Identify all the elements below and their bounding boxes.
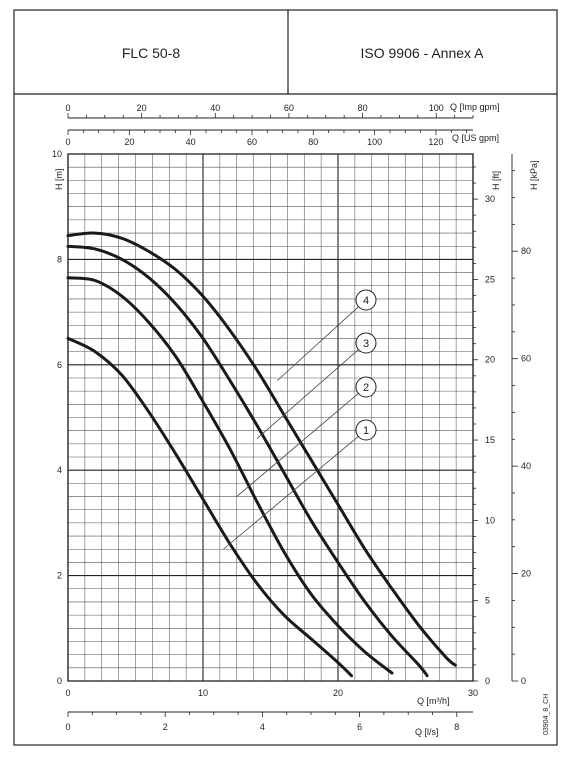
right-ft-tick-label: 20 (485, 355, 495, 365)
x-tick-label: 0 (65, 688, 70, 698)
right-ft-tick-label: 25 (485, 274, 495, 284)
annotation-circle-2 (355, 376, 377, 398)
header-model: FLC 50-8 (122, 45, 181, 61)
chart-series (66, 231, 457, 678)
bottom-ls-tick-label: 4 (260, 722, 265, 732)
bottom-ls-tick-label: 0 (65, 722, 70, 732)
right-ft-tick-label: 0 (485, 676, 490, 686)
y-tick-label: 10 (52, 149, 62, 159)
right-ft-tick-label: 15 (485, 435, 495, 445)
right-ft-label: H [ft] (491, 171, 501, 190)
sheet-border (13, 9, 558, 746)
right-kpa-label: H [kPa] (529, 160, 539, 190)
chart-grid (67, 153, 474, 682)
right-ft-tick-label: 30 (485, 194, 495, 204)
top-imp-gpm-tick-label: 60 (284, 103, 294, 113)
right-kpa-tick-label: 80 (521, 246, 531, 256)
series-curve-2 (66, 276, 394, 675)
chart-annotations: 1 2 3 4 (222, 289, 377, 550)
header-standard: ISO 9906 - Annex A (361, 45, 485, 61)
bottom-ls-tick-label: 2 (163, 722, 168, 732)
top-us-gpm-tick-label: 120 (428, 137, 443, 147)
plot-frame (67, 153, 474, 682)
bottom-ls-tick-label: 6 (357, 722, 362, 732)
right-ft-tick-label: 5 (485, 596, 490, 606)
right-kpa-tick-label: 20 (521, 569, 531, 579)
annotation-leader-1 (222, 436, 359, 550)
right-ft-tick-label: 10 (485, 515, 495, 525)
right-kpa-tick-label: 40 (521, 461, 531, 471)
series-curve-4 (66, 231, 457, 667)
annotation-label-2: 2 (363, 382, 369, 394)
annotation-circle-3 (355, 332, 377, 354)
annotation-label-3: 3 (363, 338, 369, 350)
bottom-ls-label: Q [l/s] (415, 727, 439, 737)
right-kpa-tick-label: 60 (521, 354, 531, 364)
top-imp-gpm-tick-label: 80 (358, 103, 368, 113)
annotation-leader-3 (256, 349, 359, 439)
y-tick-label: 8 (57, 254, 62, 264)
top-imp-gpm-label: Q [Imp gpm] (450, 102, 500, 112)
top-us-gpm-tick-label: 20 (124, 137, 134, 147)
figure-code: 03904_8_CH (543, 694, 550, 735)
annotation-circle-1 (355, 419, 377, 441)
top-imp-gpm-tick-label: 100 (429, 103, 444, 113)
right-kpa-tick-label: 0 (521, 676, 526, 686)
top-us-gpm-tick-label: 40 (186, 137, 196, 147)
x-tick-label: 20 (333, 688, 343, 698)
top-imp-gpm-tick-label: 20 (137, 103, 147, 113)
x-axis-label: Q [m³/h] (417, 696, 450, 706)
top-imp-gpm-tick-label: 0 (65, 103, 70, 113)
x-tick-label: 10 (198, 688, 208, 698)
y-tick-label: 0 (57, 676, 62, 686)
bottom-ls-tick-label: 8 (454, 722, 459, 732)
series-curve-3 (66, 244, 429, 678)
top-us-gpm-label: Q [US gpm] (452, 133, 499, 143)
annotation-label-4: 4 (363, 295, 369, 307)
series-curve-1 (66, 336, 353, 678)
top-us-gpm-tick-label: 100 (367, 137, 382, 147)
y-tick-label: 2 (57, 571, 62, 581)
y-axis-label: H [m] (54, 169, 64, 191)
annotation-circle-4 (355, 289, 377, 311)
x-tick-label: 30 (468, 688, 478, 698)
annotation-label-1: 1 (363, 425, 369, 437)
annotation-leader-2 (236, 393, 359, 497)
top-us-gpm-tick-label: 0 (65, 137, 70, 147)
annotation-leader-4 (276, 306, 359, 381)
top-us-gpm-tick-label: 80 (308, 137, 318, 147)
y-tick-label: 6 (57, 360, 62, 370)
top-us-gpm-tick-label: 60 (247, 137, 257, 147)
y-tick-label: 4 (57, 465, 62, 475)
top-imp-gpm-tick-label: 40 (210, 103, 220, 113)
